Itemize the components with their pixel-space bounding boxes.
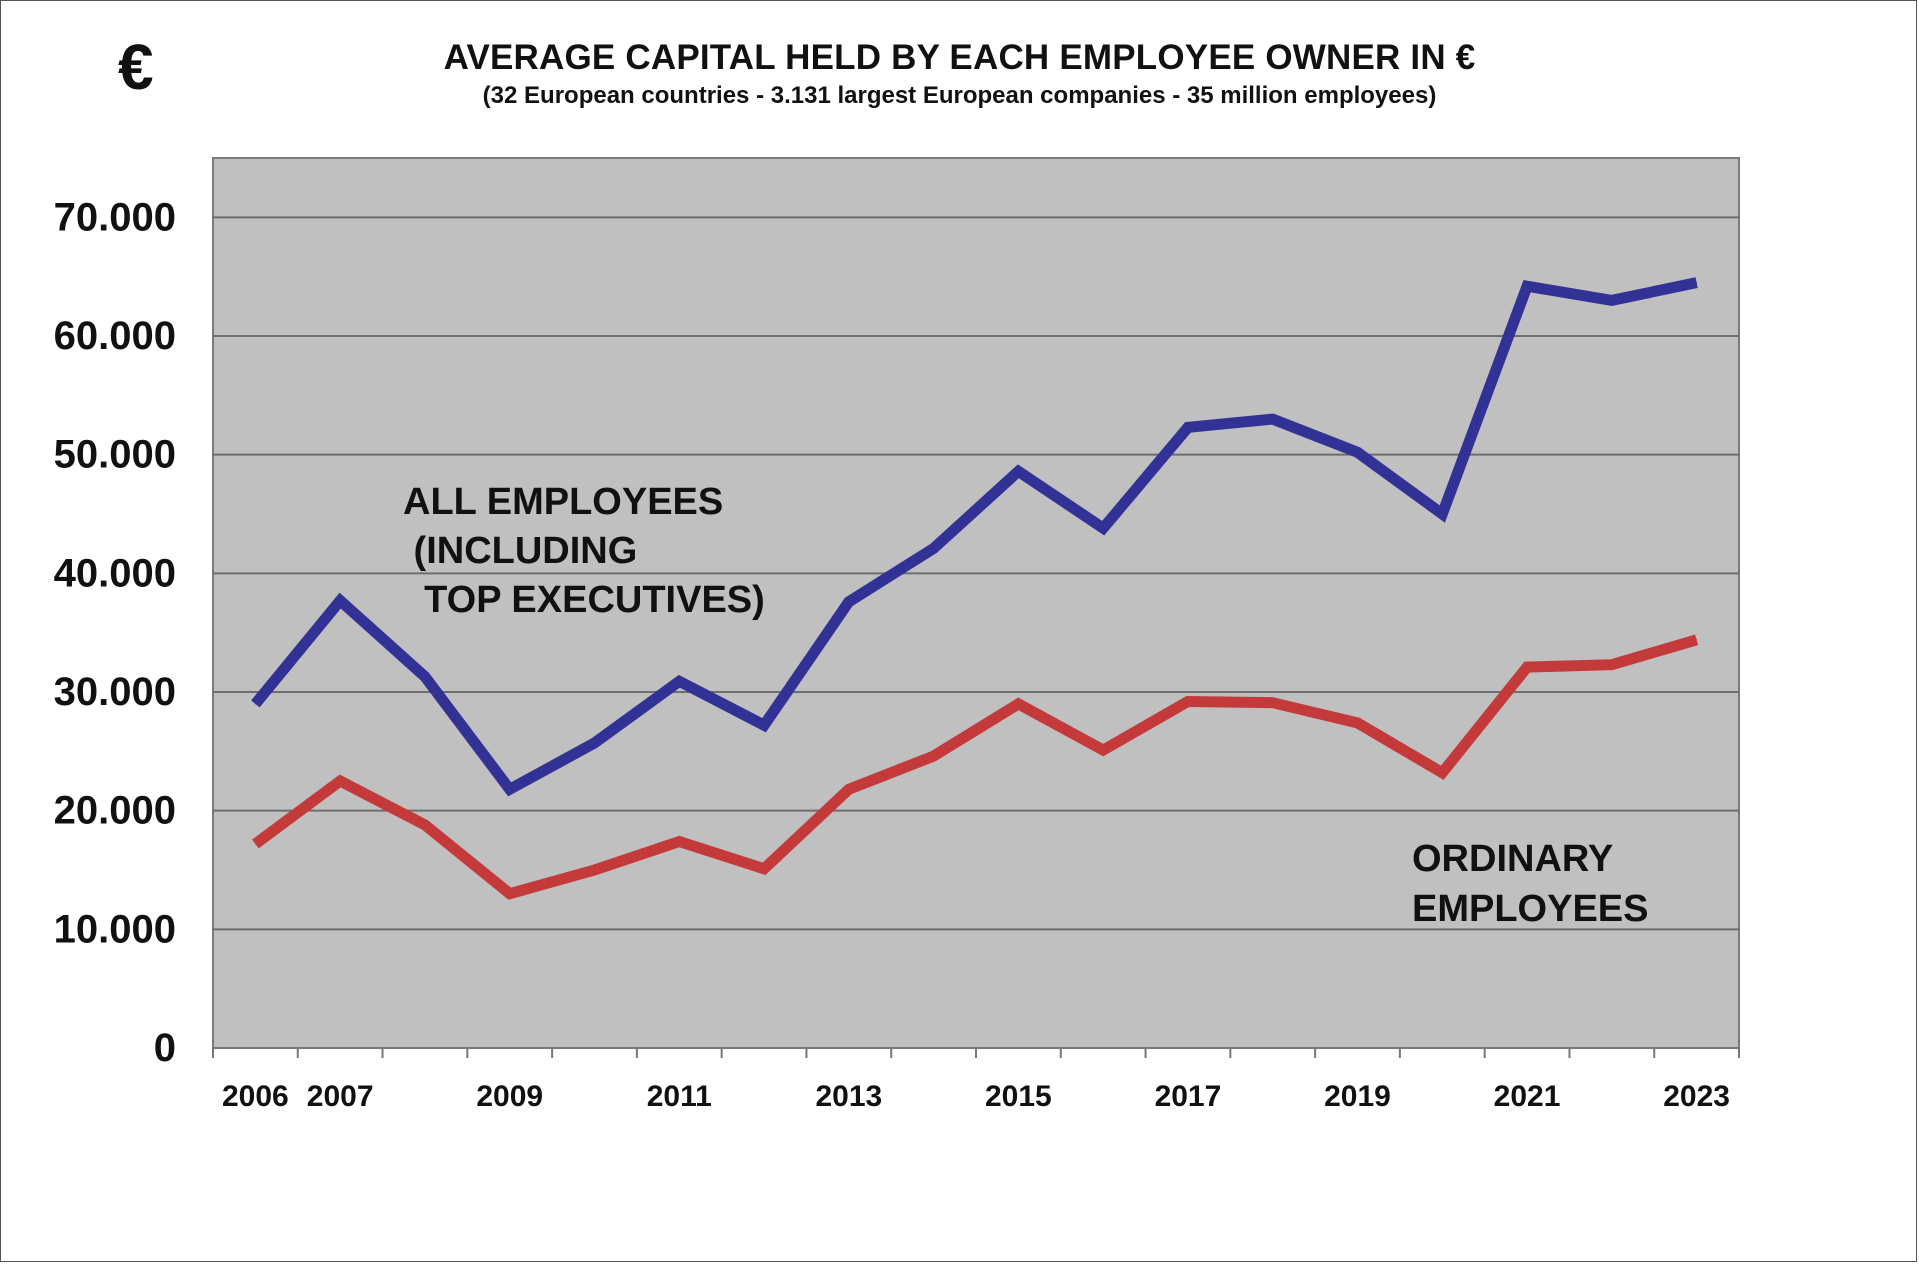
x-tick-label: 2009	[476, 1080, 543, 1113]
data-point-ordinary-employees	[594, 869, 595, 871]
y-tick-label: 50.000	[54, 433, 176, 477]
series-label-all-employees: ALL EMPLOYEES (INCLUDING TOP EXECUTIVES)	[403, 481, 765, 621]
data-point-ordinary-employees	[848, 788, 850, 790]
data-point-ordinary-employees	[1272, 702, 1274, 704]
data-point-all-employees	[509, 788, 511, 790]
x-tick-label: 2019	[1324, 1080, 1391, 1113]
data-point-ordinary-employees	[1357, 722, 1358, 724]
data-point-all-employees	[1441, 513, 1443, 515]
data-point-all-employees	[763, 724, 765, 726]
data-point-ordinary-employees	[509, 893, 511, 895]
data-point-all-employees	[1017, 470, 1019, 472]
data-point-all-employees	[1696, 282, 1698, 284]
chart-subtitle: (32 European countries - 3.131 largest E…	[482, 82, 1437, 109]
y-tick-label: 60.000	[54, 314, 176, 358]
data-point-all-employees	[424, 676, 426, 678]
x-tick-label: 2023	[1663, 1080, 1730, 1113]
x-tick-label: 2007	[307, 1080, 374, 1113]
chart-title: AVERAGE CAPITAL HELD BY EACH EMPLOYEE OW…	[443, 38, 1476, 77]
data-point-all-employees	[678, 680, 680, 682]
data-point-ordinary-employees	[1611, 664, 1613, 666]
data-point-all-employees	[1102, 527, 1104, 529]
x-tick-label: 2021	[1494, 1080, 1561, 1113]
series-label-ordinary-employees: ORDINARY EMPLOYEES	[1412, 838, 1649, 930]
y-tick-label: 70.000	[54, 195, 176, 239]
data-point-all-employees	[1611, 299, 1613, 301]
y-tick-label: 30.000	[54, 670, 176, 714]
y-tick-label: 0	[154, 1026, 176, 1070]
y-tick-label: 20.000	[54, 789, 176, 833]
y-tick-label: 40.000	[54, 551, 176, 595]
data-point-all-employees	[1526, 285, 1528, 287]
data-point-ordinary-employees	[763, 868, 765, 870]
data-point-all-employees	[933, 547, 935, 549]
x-tick-label: 2013	[815, 1080, 882, 1113]
series-line-all-employees	[251, 277, 1698, 797]
data-point-all-employees	[254, 703, 256, 705]
series-line-ordinary-employees	[252, 634, 1699, 900]
x-tick-label: 2011	[647, 1080, 712, 1113]
x-tick-label: 2017	[1155, 1080, 1222, 1113]
data-point-all-employees	[848, 601, 850, 603]
data-point-ordinary-employees	[678, 841, 680, 843]
data-point-all-employees	[1187, 426, 1189, 428]
y-tick-label: 10.000	[54, 907, 176, 951]
plot-area	[212, 157, 1740, 1049]
data-point-ordinary-employees	[933, 755, 935, 757]
data-point-ordinary-employees	[1441, 772, 1443, 774]
data-point-ordinary-employees	[1696, 639, 1698, 641]
data-point-ordinary-employees	[339, 780, 341, 782]
data-point-ordinary-employees	[1187, 700, 1189, 702]
x-tick-label: 2006	[222, 1080, 289, 1113]
x-tick-label: 2015	[985, 1080, 1052, 1113]
data-point-ordinary-employees	[254, 843, 256, 845]
data-point-ordinary-employees	[424, 824, 426, 826]
data-point-ordinary-employees	[1526, 666, 1528, 668]
euro-symbol: €	[118, 31, 154, 103]
data-point-all-employees	[1272, 418, 1274, 420]
data-point-ordinary-employees	[1102, 749, 1104, 751]
data-point-all-employees	[1357, 451, 1358, 453]
data-point-all-employees	[594, 742, 595, 744]
data-point-all-employees	[339, 600, 341, 602]
data-point-ordinary-employees	[1017, 703, 1019, 705]
